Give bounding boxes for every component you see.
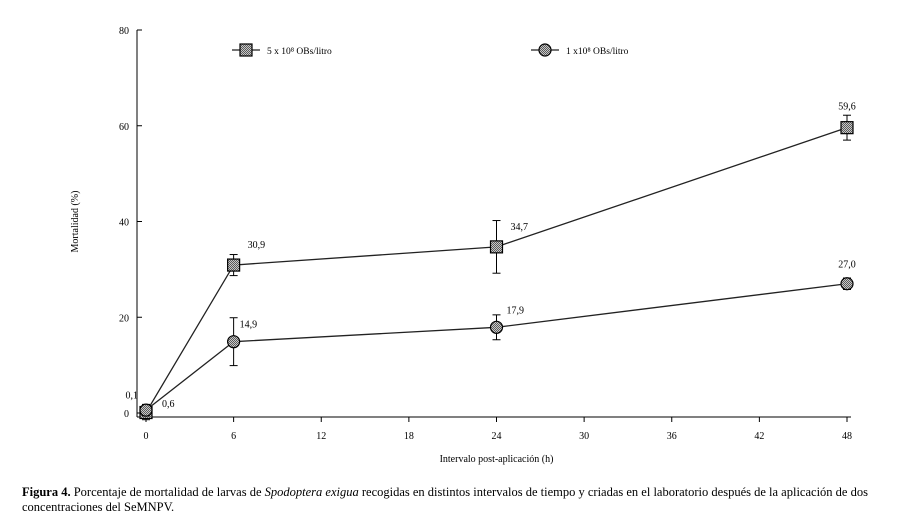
data-point-square <box>840 121 854 135</box>
series-layer: 0,1 30,9 34,7 59,6 0,6 14,9 17,9 27,0 <box>126 102 856 421</box>
legend-item-2: 1 x10⁸ OBs/litro <box>531 43 629 57</box>
y-tick-label: 60 <box>119 122 129 133</box>
data-label: 59,6 <box>838 102 856 113</box>
caption-figure-label: Figura 4. <box>22 485 71 499</box>
legend-label: 5 x 10⁸ OBs/litro <box>267 47 332 57</box>
x-tick-label: 6 <box>231 431 236 442</box>
data-point-circle <box>139 403 153 417</box>
data-label: 14,9 <box>240 320 258 331</box>
y-tick-label: 80 <box>119 26 129 37</box>
series-2: 0,6 14,9 17,9 27,0 <box>139 260 856 417</box>
x-axis-title: Intervalo post-aplicación (h) <box>440 454 554 465</box>
legend: 5 x 10⁸ OBs/litro 1 x10⁸ OBs/litro <box>232 43 629 57</box>
caption-text-after: recogidas en distintos intervalos de tie… <box>22 485 868 514</box>
legend-marker-circle <box>538 43 552 57</box>
x-tick-label: 30 <box>579 431 589 442</box>
data-label: 34,7 <box>511 222 529 233</box>
y-tick-label: 40 <box>119 218 129 229</box>
x-tick-label: 18 <box>404 431 414 442</box>
x-tick-label: 12 <box>316 431 326 442</box>
data-label: 0,1 <box>126 391 139 402</box>
caption-species: Spodoptera exigua <box>264 485 359 499</box>
y-axis-title: Mortalidad (%) <box>70 191 81 253</box>
x-tick-label: 36 <box>667 431 677 442</box>
legend-item-1: 5 x 10⁸ OBs/litro <box>232 43 332 57</box>
data-label: 27,0 <box>838 260 856 271</box>
legend-marker-square <box>239 43 253 57</box>
series-line <box>145 283 848 411</box>
y-tick-label: 20 <box>119 313 129 324</box>
data-point-circle <box>227 335 241 349</box>
data-point-circle <box>489 320 504 334</box>
data-point-circle <box>840 277 854 291</box>
data-label: 17,9 <box>507 305 525 316</box>
series-1: 0,1 30,9 34,7 59,6 <box>126 102 856 421</box>
figure-caption: Figura 4. Porcentaje de mortalidad de la… <box>22 485 884 515</box>
chart: 0 20 40 60 80 0 6 12 18 24 30 36 42 48 0,1 30,9 34,7 59,… <box>70 26 856 465</box>
data-label: 30,9 <box>248 240 266 251</box>
x-tick-label: 42 <box>754 431 764 442</box>
y-tick-label: 0 <box>124 409 129 420</box>
data-point-square <box>489 240 504 254</box>
series-line <box>145 127 848 413</box>
x-tick-label: 24 <box>492 431 502 442</box>
x-tick-label: 0 <box>144 431 149 442</box>
data-label: 0,6 <box>162 399 175 410</box>
caption-text-before: Porcentaje de mortalidad de larvas de <box>70 485 265 499</box>
legend-label: 1 x10⁸ OBs/litro <box>566 47 629 57</box>
axes: 0 20 40 60 80 0 6 12 18 24 30 36 42 48 <box>119 26 852 442</box>
x-tick-label: 48 <box>842 431 852 442</box>
data-point-square <box>227 258 241 272</box>
